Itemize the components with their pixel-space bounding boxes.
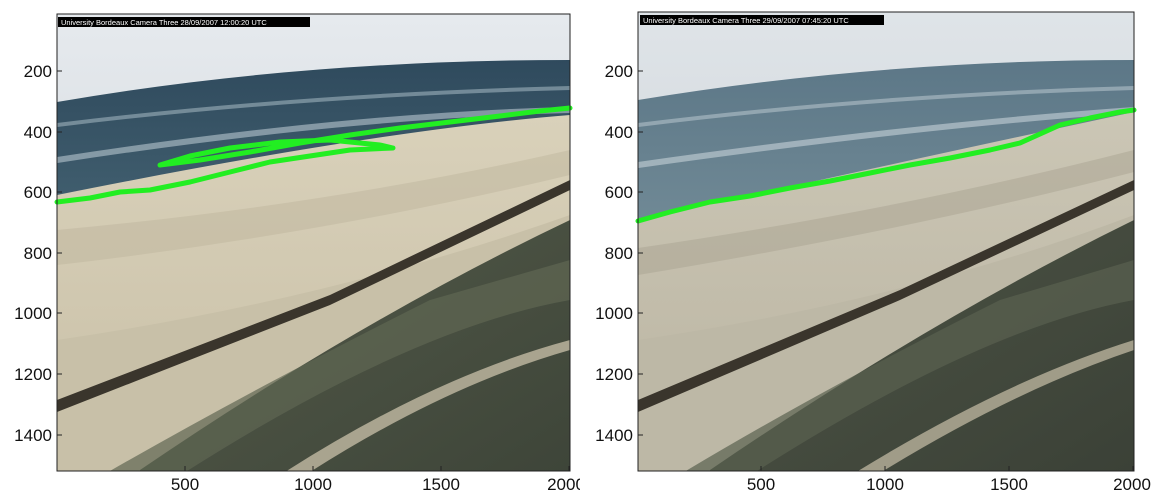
left-ytick-1400: 1400 [14,426,52,445]
right-ytick-1400: 1400 [595,426,633,445]
left-xtick-500: 500 [171,475,199,494]
right-xtick-1000: 1000 [866,475,904,494]
right-ytick-1000: 1000 [595,304,633,323]
left-beach-photo [57,14,570,471]
left-plot: University Bordeaux Camera Three 28/09/2… [14,13,580,494]
left-ytick-1000: 1000 [14,304,52,323]
right-camera-panel: University Bordeaux Camera Three 29/09/2… [580,0,1157,495]
left-shoreline-trace [54,105,573,205]
left-x-axis: 500 1000 1500 2000 [171,466,580,494]
right-x-axis: 500 1000 1500 2000 [747,466,1151,494]
left-ytick-400: 400 [24,123,52,142]
left-xtick-2000: 2000 [547,475,580,494]
right-shoreline-trace [635,107,1137,224]
right-beach-photo [638,12,1134,471]
right-ytick-1200: 1200 [595,365,633,384]
left-camera-panel: University Bordeaux Camera Three 28/09/2… [14,13,580,494]
right-y-axis: 200 400 600 800 1000 1200 1400 [595,62,643,445]
left-shoreline-main [54,105,573,205]
right-xtick-1500: 1500 [990,475,1028,494]
right-camera-label: University Bordeaux Camera Three 29/09/2… [640,15,884,25]
left-ytick-600: 600 [24,183,52,202]
left-xtick-1000: 1000 [294,475,332,494]
left-xtick-1500: 1500 [422,475,460,494]
right-ytick-800: 800 [605,244,633,263]
right-xtick-2000: 2000 [1113,475,1151,494]
left-ytick-200: 200 [24,62,52,81]
right-ytick-200: 200 [605,62,633,81]
left-ytick-1200: 1200 [14,365,52,384]
right-xtick-500: 500 [747,475,775,494]
right-ytick-400: 400 [605,123,633,142]
left-ytick-800: 800 [24,244,52,263]
right-camera-label-text: University Bordeaux Camera Three 29/09/2… [643,16,849,25]
left-camera-label-text: University Bordeaux Camera Three 28/09/2… [61,18,267,27]
right-shoreline-main [635,107,1137,224]
left-camera-label: University Bordeaux Camera Three 28/09/2… [58,17,310,27]
right-ytick-600: 600 [605,183,633,202]
left-y-axis: 200 400 600 800 1000 1200 1400 [14,62,62,445]
right-plot: University Bordeaux Camera Three 29/09/2… [595,11,1151,494]
